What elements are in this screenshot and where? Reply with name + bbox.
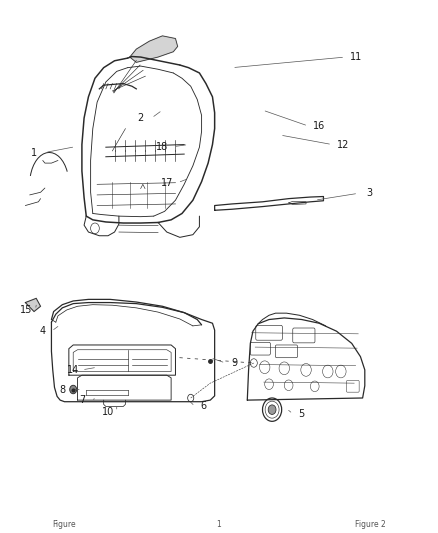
Text: 15: 15 (21, 305, 33, 315)
Text: 6: 6 (201, 401, 207, 411)
Text: 3: 3 (366, 188, 372, 198)
Text: 17: 17 (161, 177, 173, 188)
Text: 5: 5 (299, 409, 305, 419)
Text: 10: 10 (102, 407, 114, 417)
Text: 11: 11 (350, 52, 362, 62)
Text: 4: 4 (40, 326, 46, 336)
Text: 9: 9 (231, 358, 237, 368)
Text: Figure 2: Figure 2 (355, 520, 385, 529)
Text: 12: 12 (337, 140, 349, 150)
Text: 1: 1 (217, 520, 221, 529)
Text: 16: 16 (313, 121, 325, 131)
Polygon shape (130, 36, 178, 62)
Text: 8: 8 (59, 384, 65, 394)
Text: 18: 18 (156, 142, 169, 152)
Circle shape (268, 405, 276, 415)
Polygon shape (25, 298, 41, 312)
Text: 14: 14 (67, 365, 79, 375)
Text: 1: 1 (31, 148, 37, 158)
Text: Figure: Figure (53, 520, 76, 529)
Text: 7: 7 (79, 395, 85, 405)
Circle shape (70, 385, 77, 394)
Text: 2: 2 (138, 113, 144, 123)
